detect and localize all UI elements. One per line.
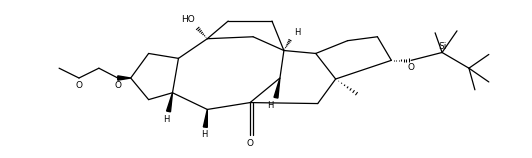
Text: H: H [163, 115, 170, 124]
Polygon shape [274, 78, 280, 98]
Text: Si: Si [438, 42, 446, 51]
Polygon shape [118, 76, 131, 80]
Text: O: O [247, 139, 254, 148]
Text: HO: HO [181, 15, 195, 24]
Text: O: O [114, 81, 121, 90]
Text: O: O [76, 81, 82, 90]
Text: O: O [408, 63, 415, 72]
Text: H: H [268, 101, 274, 110]
Text: H: H [201, 130, 207, 139]
Polygon shape [203, 109, 207, 127]
Polygon shape [167, 93, 172, 112]
Text: H: H [294, 28, 300, 37]
